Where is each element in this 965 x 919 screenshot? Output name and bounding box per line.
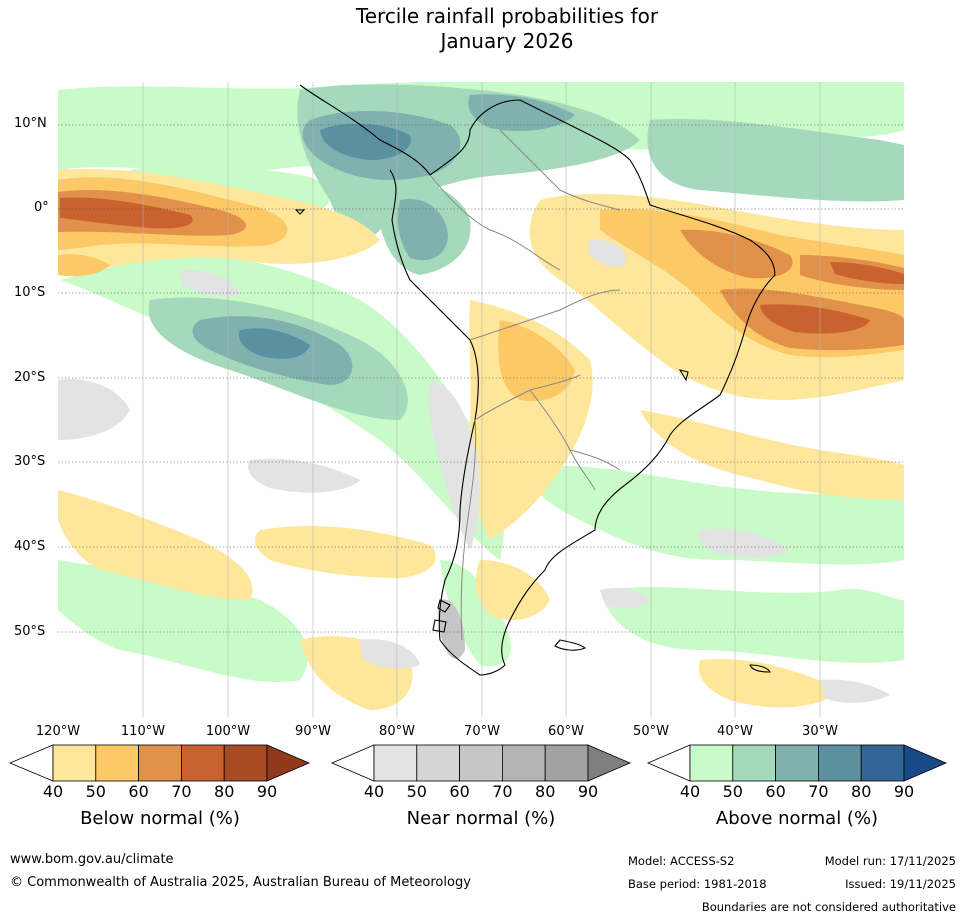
colorbar-segment xyxy=(587,744,632,782)
colorbar-tick-label: 70 xyxy=(808,782,829,801)
colorbar-segment xyxy=(646,744,691,782)
footer-base-period: Base period: 1981-2018 xyxy=(628,877,767,891)
colorbar-tick-label: 50 xyxy=(722,782,743,801)
colorbar-segment xyxy=(266,744,311,782)
colorbar-tick-label: 70 xyxy=(171,782,192,801)
colorbar-tick-label: 50 xyxy=(406,782,427,801)
colorbar-segment xyxy=(689,744,734,782)
title-line-2: January 2026 xyxy=(440,29,574,53)
colorbar-tick-label: 60 xyxy=(128,782,149,801)
colorbar-title-above: Above normal (%) xyxy=(715,808,879,829)
footer-disclaimer: Boundaries are not considered authoritat… xyxy=(701,900,956,914)
lon-label-30w: 30°W xyxy=(802,724,838,739)
colorbar-tick-label: 90 xyxy=(256,782,278,801)
latitude-grid xyxy=(58,124,904,633)
colorbar-segment xyxy=(544,744,589,782)
colorbar-segment xyxy=(732,744,776,782)
colorbar-segment xyxy=(223,744,268,782)
colorbar-title-below: Below normal (%) xyxy=(80,808,240,829)
colorbar-segment xyxy=(8,744,54,782)
footer-model: Model: ACCESS-S2 xyxy=(628,854,735,868)
lon-label-120w: 120°W xyxy=(35,724,81,739)
colorbar-near-normal xyxy=(330,744,632,782)
footer-copyright: © Commonwealth of Australia 2025, Austra… xyxy=(10,875,471,890)
colorbar-tick-label: 40 xyxy=(42,782,64,801)
colorbar-segment xyxy=(818,744,862,782)
colorbar-tick-label: 40 xyxy=(679,782,701,801)
colorbar-below-normal xyxy=(8,744,311,782)
colorbar-segment xyxy=(903,744,948,782)
colorbar-above-normal xyxy=(646,744,948,782)
colorbar-tick-label: 40 xyxy=(363,782,385,801)
lat-label-20s: 20°S xyxy=(14,370,46,385)
colorbar-segment xyxy=(775,744,819,782)
colorbar-tick-label: 80 xyxy=(214,782,235,801)
lat-label-40s: 40°S xyxy=(14,539,46,554)
coastline xyxy=(294,84,776,676)
map-title: Tercile rainfall probabilities for Janua… xyxy=(0,4,965,54)
footer-issued: Issued: 19/11/2025 xyxy=(845,877,956,891)
lon-label-90w: 90°W xyxy=(295,724,331,739)
title-line-1: Tercile rainfall probabilities for xyxy=(355,4,659,28)
colorbar-segment xyxy=(330,744,375,782)
colorbar-tick-label: 70 xyxy=(492,782,513,801)
colorbar-segment xyxy=(860,744,905,782)
footer-model-run: Model run: 17/11/2025 xyxy=(824,854,956,868)
lon-label-110w: 110°W xyxy=(120,724,166,739)
colorbar-title-near: Near normal (%) xyxy=(406,808,556,829)
colorbar-tick-label: 90 xyxy=(577,782,599,801)
colorbar-segment xyxy=(501,744,546,782)
lon-label-100w: 100°W xyxy=(205,724,251,739)
probability-shading xyxy=(58,82,904,710)
lat-label-equator: 0° xyxy=(34,200,49,215)
colorbar-segment xyxy=(52,744,97,782)
lon-label-50w: 50°W xyxy=(633,724,669,739)
colorbar-segment xyxy=(138,744,182,782)
lat-label-10n: 10°N xyxy=(14,116,47,131)
colorbar-segment xyxy=(373,744,418,782)
colorbar-segment xyxy=(180,744,225,782)
lon-label-80w: 80°W xyxy=(379,724,415,739)
lon-label-60w: 60°W xyxy=(548,724,584,739)
colorbar-tick-label: 90 xyxy=(893,782,915,801)
colorbar-tick-label: 80 xyxy=(535,782,556,801)
colorbar-segment xyxy=(416,744,460,782)
colorbar-segment xyxy=(459,744,503,782)
country-borders xyxy=(429,129,621,641)
lon-label-40w: 40°W xyxy=(717,724,753,739)
longitude-grid xyxy=(142,82,821,717)
colorbar-segment xyxy=(95,744,140,782)
colorbar-tick-label: 50 xyxy=(85,782,106,801)
lat-label-30s: 30°S xyxy=(14,454,46,469)
footer-url[interactable]: www.bom.gov.au/climate xyxy=(10,852,174,867)
colorbar-tick-label: 60 xyxy=(449,782,470,801)
colorbar-tick-label: 60 xyxy=(765,782,786,801)
lat-label-10s: 10°S xyxy=(14,285,46,300)
colorbar-tick-label: 80 xyxy=(851,782,872,801)
lon-label-70w: 70°W xyxy=(464,724,500,739)
lat-label-50s: 50°S xyxy=(14,624,46,639)
